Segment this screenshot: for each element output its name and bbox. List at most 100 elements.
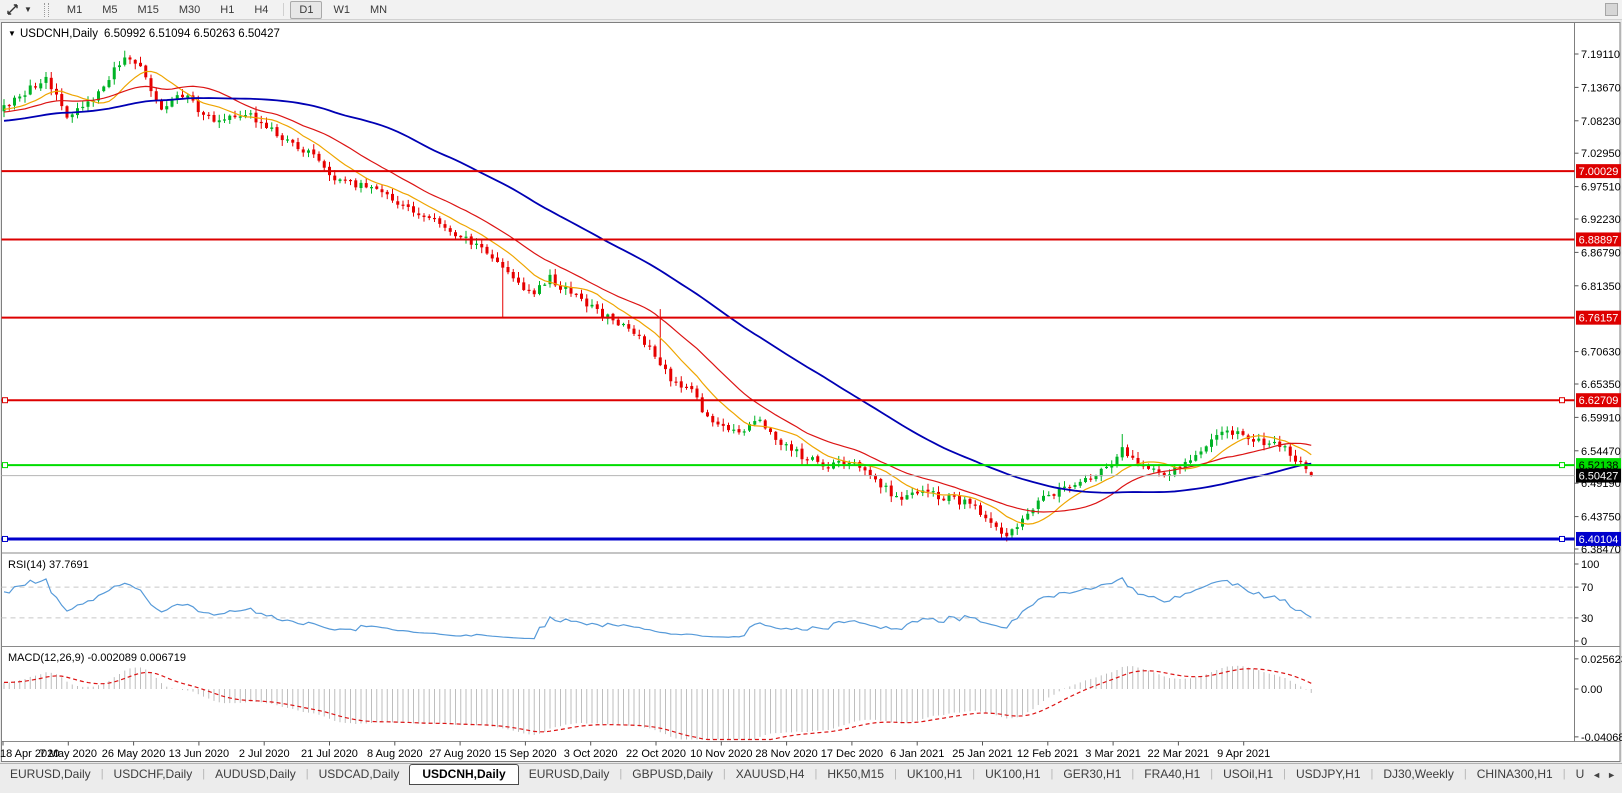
hline-right-handle[interactable] — [1559, 535, 1565, 542]
price-tick-label: 6.81350 — [1581, 281, 1621, 293]
hline-6.52138[interactable] — [1, 462, 1575, 469]
date-tick-label: 9 Apr 2021 — [1217, 748, 1270, 760]
tab-ger30-h1[interactable]: GER30,H1 — [1063, 767, 1122, 781]
rsi-tick-label: 100 — [1581, 559, 1599, 571]
date-tick-label: 2 Jul 2020 — [239, 748, 290, 760]
price-tick-label: 7.08230 — [1581, 116, 1621, 128]
price-tick-label: 7.13670 — [1581, 82, 1621, 94]
date-tick-label: 17 Dec 2020 — [821, 748, 883, 760]
tab-usdcnh-daily[interactable]: USDCNH,Daily — [409, 764, 519, 785]
rsi-indicator-label: RSI(14) 37.7691 — [8, 559, 89, 571]
hline-6.62709[interactable] — [1, 397, 1575, 404]
timeframe-button-m30[interactable]: M30 — [178, 3, 201, 16]
date-tick-label: 22 Oct 2020 — [626, 748, 686, 760]
tab-eurusd-daily[interactable]: EURUSD,Daily — [528, 767, 610, 781]
hline-left-handle[interactable] — [2, 535, 8, 542]
chart-tabs: EURUSD,Daily | USDCHF,Daily | AUDUSD,Daily | U… — [0, 764, 1594, 785]
price-tick-label: 6.86790 — [1581, 247, 1621, 259]
toolbar-separator — [283, 3, 285, 16]
cursor-tool-button[interactable]: ▼ — [6, 3, 32, 17]
tab-separator: | — [1050, 768, 1054, 780]
hline-6.40104[interactable] — [1, 535, 1575, 542]
tab-separator: | — [1463, 768, 1467, 780]
tab-hk50-m15[interactable]: HK50,M15 — [827, 767, 885, 781]
timeframe-button-m15[interactable]: M15 — [137, 3, 159, 16]
tab-scroll-right-icon[interactable]: ► — [1607, 769, 1616, 780]
price-tick-label: 6.70630 — [1581, 347, 1621, 359]
chart-title-quote: 6.50992 6.51094 6.50263 6.50427 — [104, 28, 280, 40]
tab-separator: | — [619, 768, 623, 780]
tab-separator: | — [202, 768, 206, 780]
date-tick-label: 26 May 2020 — [102, 748, 166, 760]
tab-uk100-h1[interactable]: UK100,H1 — [906, 767, 963, 781]
tab-xauusd-h4[interactable]: XAUUSD,H4 — [735, 767, 805, 781]
price-tick-label: 6.43750 — [1581, 512, 1621, 524]
hline-right-handle[interactable] — [1559, 397, 1565, 404]
timeframe-button-m1[interactable]: M1 — [66, 3, 83, 16]
tab-china300-h1[interactable]: CHINA300,H1 — [1476, 767, 1553, 781]
date-tick-label: 13 Jun 2020 — [169, 748, 230, 760]
hline-price-badge-text: 6.62709 — [1579, 395, 1619, 407]
hline-price-badge: 6.76157 — [1576, 310, 1621, 325]
date-tick-label: 3 Mar 2021 — [1085, 748, 1141, 760]
tab-separator: | — [894, 768, 897, 780]
toolbar-grip-handle[interactable] — [43, 2, 49, 17]
cursor-tool-icon — [7, 3, 18, 15]
top-toolbar: ▼ M1 M5 M15 M30 H1 H4 D1 W1 MN — [0, 0, 1622, 20]
timeframe-button-mn[interactable]: MN — [369, 3, 388, 16]
tab-scroll-left-icon[interactable]: ◄ — [1592, 769, 1602, 780]
hline-price-badge-text: 6.88897 — [1579, 234, 1619, 246]
price-tick-label: 6.97510 — [1581, 182, 1621, 194]
date-tick-label: 21 Jul 2020 — [301, 748, 358, 760]
hline-price-badge-text: 6.76157 — [1579, 313, 1619, 325]
tab-separator: | — [100, 768, 104, 780]
hline-price-badge: 7.00029 — [1576, 164, 1621, 179]
tab-uk100-h1[interactable]: UK100,H1 — [985, 767, 1041, 781]
tab-usdchf-daily[interactable]: USDCHF,Daily — [113, 767, 193, 781]
ma-slow-line — [3, 97, 1312, 494]
chart-canvas[interactable]: ▼ USDCNH,Daily 6.50992 6.51094 6.50263 6.5… — [0, 0, 1622, 763]
timeframe-button-d1[interactable]: D1 — [290, 0, 323, 19]
tab-separator: | — [1131, 768, 1135, 780]
macd-signal-line — [3, 668, 1312, 741]
tab-separator: | — [1283, 768, 1287, 780]
tab-fra40-h1[interactable]: FRA40,H1 — [1144, 767, 1201, 781]
date-tick-label: 25 Jan 2021 — [952, 748, 1013, 760]
timeframe-button-w1[interactable]: W1 — [333, 3, 350, 16]
rsi-tick-label: 0 — [1581, 636, 1587, 648]
tab-separator: | — [1562, 768, 1566, 780]
timeframe-button-h1[interactable]: H1 — [220, 3, 235, 16]
timeframe-button-m5[interactable]: M5 — [102, 3, 118, 16]
tab-separator: | — [1210, 768, 1214, 780]
timeframe-buttons: M1 M5 M15 M30 H1 H4 D1 W1 MN — [58, 0, 396, 19]
hline-price-badge-text: 7.00029 — [1579, 166, 1619, 178]
ma-mid-line — [3, 85, 1312, 513]
date-tick-label: 28 Nov 2020 — [755, 748, 817, 760]
toolbar-overflow-button[interactable] — [1605, 3, 1618, 16]
tab-eurusd-daily[interactable]: EURUSD,Daily — [10, 767, 91, 781]
chart-title-caret-icon: ▼ — [8, 29, 16, 38]
date-tick-label: 6 Jan 2021 — [890, 748, 944, 760]
hline-left-handle[interactable] — [2, 462, 8, 469]
candles — [2, 50, 1313, 542]
tab-dj30-weekly[interactable]: DJ30,Weekly — [1383, 767, 1454, 781]
tab-usoil-h1[interactable]: USOil,H1 — [1223, 767, 1274, 781]
price-tick-label: 7.02950 — [1581, 148, 1621, 160]
hline-left-handle[interactable] — [2, 397, 8, 404]
tab-usdjpy-h1[interactable]: USDJPY,H1 — [1296, 767, 1361, 781]
tab-u[interactable]: U — [1575, 767, 1585, 781]
price-tick-label: 7.19110 — [1581, 49, 1620, 61]
rsi-line — [3, 576, 1312, 640]
date-tick-label: 12 Feb 2021 — [1017, 748, 1079, 760]
tab-audusd-daily[interactable]: AUDUSD,Daily — [215, 767, 296, 781]
tab-separator: | — [972, 768, 976, 780]
macd-tick-label: -0.040687 — [1581, 732, 1622, 744]
tab-gbpusd-daily[interactable]: GBPUSD,Daily — [632, 767, 713, 781]
price-tick-label: 6.38470 — [1581, 544, 1621, 556]
hline-right-handle[interactable] — [1559, 462, 1565, 469]
timeframe-button-h4[interactable]: H4 — [254, 3, 269, 16]
price-tick-label: 6.54470 — [1581, 446, 1621, 458]
chart-tab-bar: EURUSD,Daily | USDCHF,Daily | AUDUSD,Daily | U… — [0, 763, 1622, 793]
date-tick-label: 22 Mar 2021 — [1148, 748, 1210, 760]
tab-usdcad-daily[interactable]: USDCAD,Daily — [318, 767, 400, 781]
